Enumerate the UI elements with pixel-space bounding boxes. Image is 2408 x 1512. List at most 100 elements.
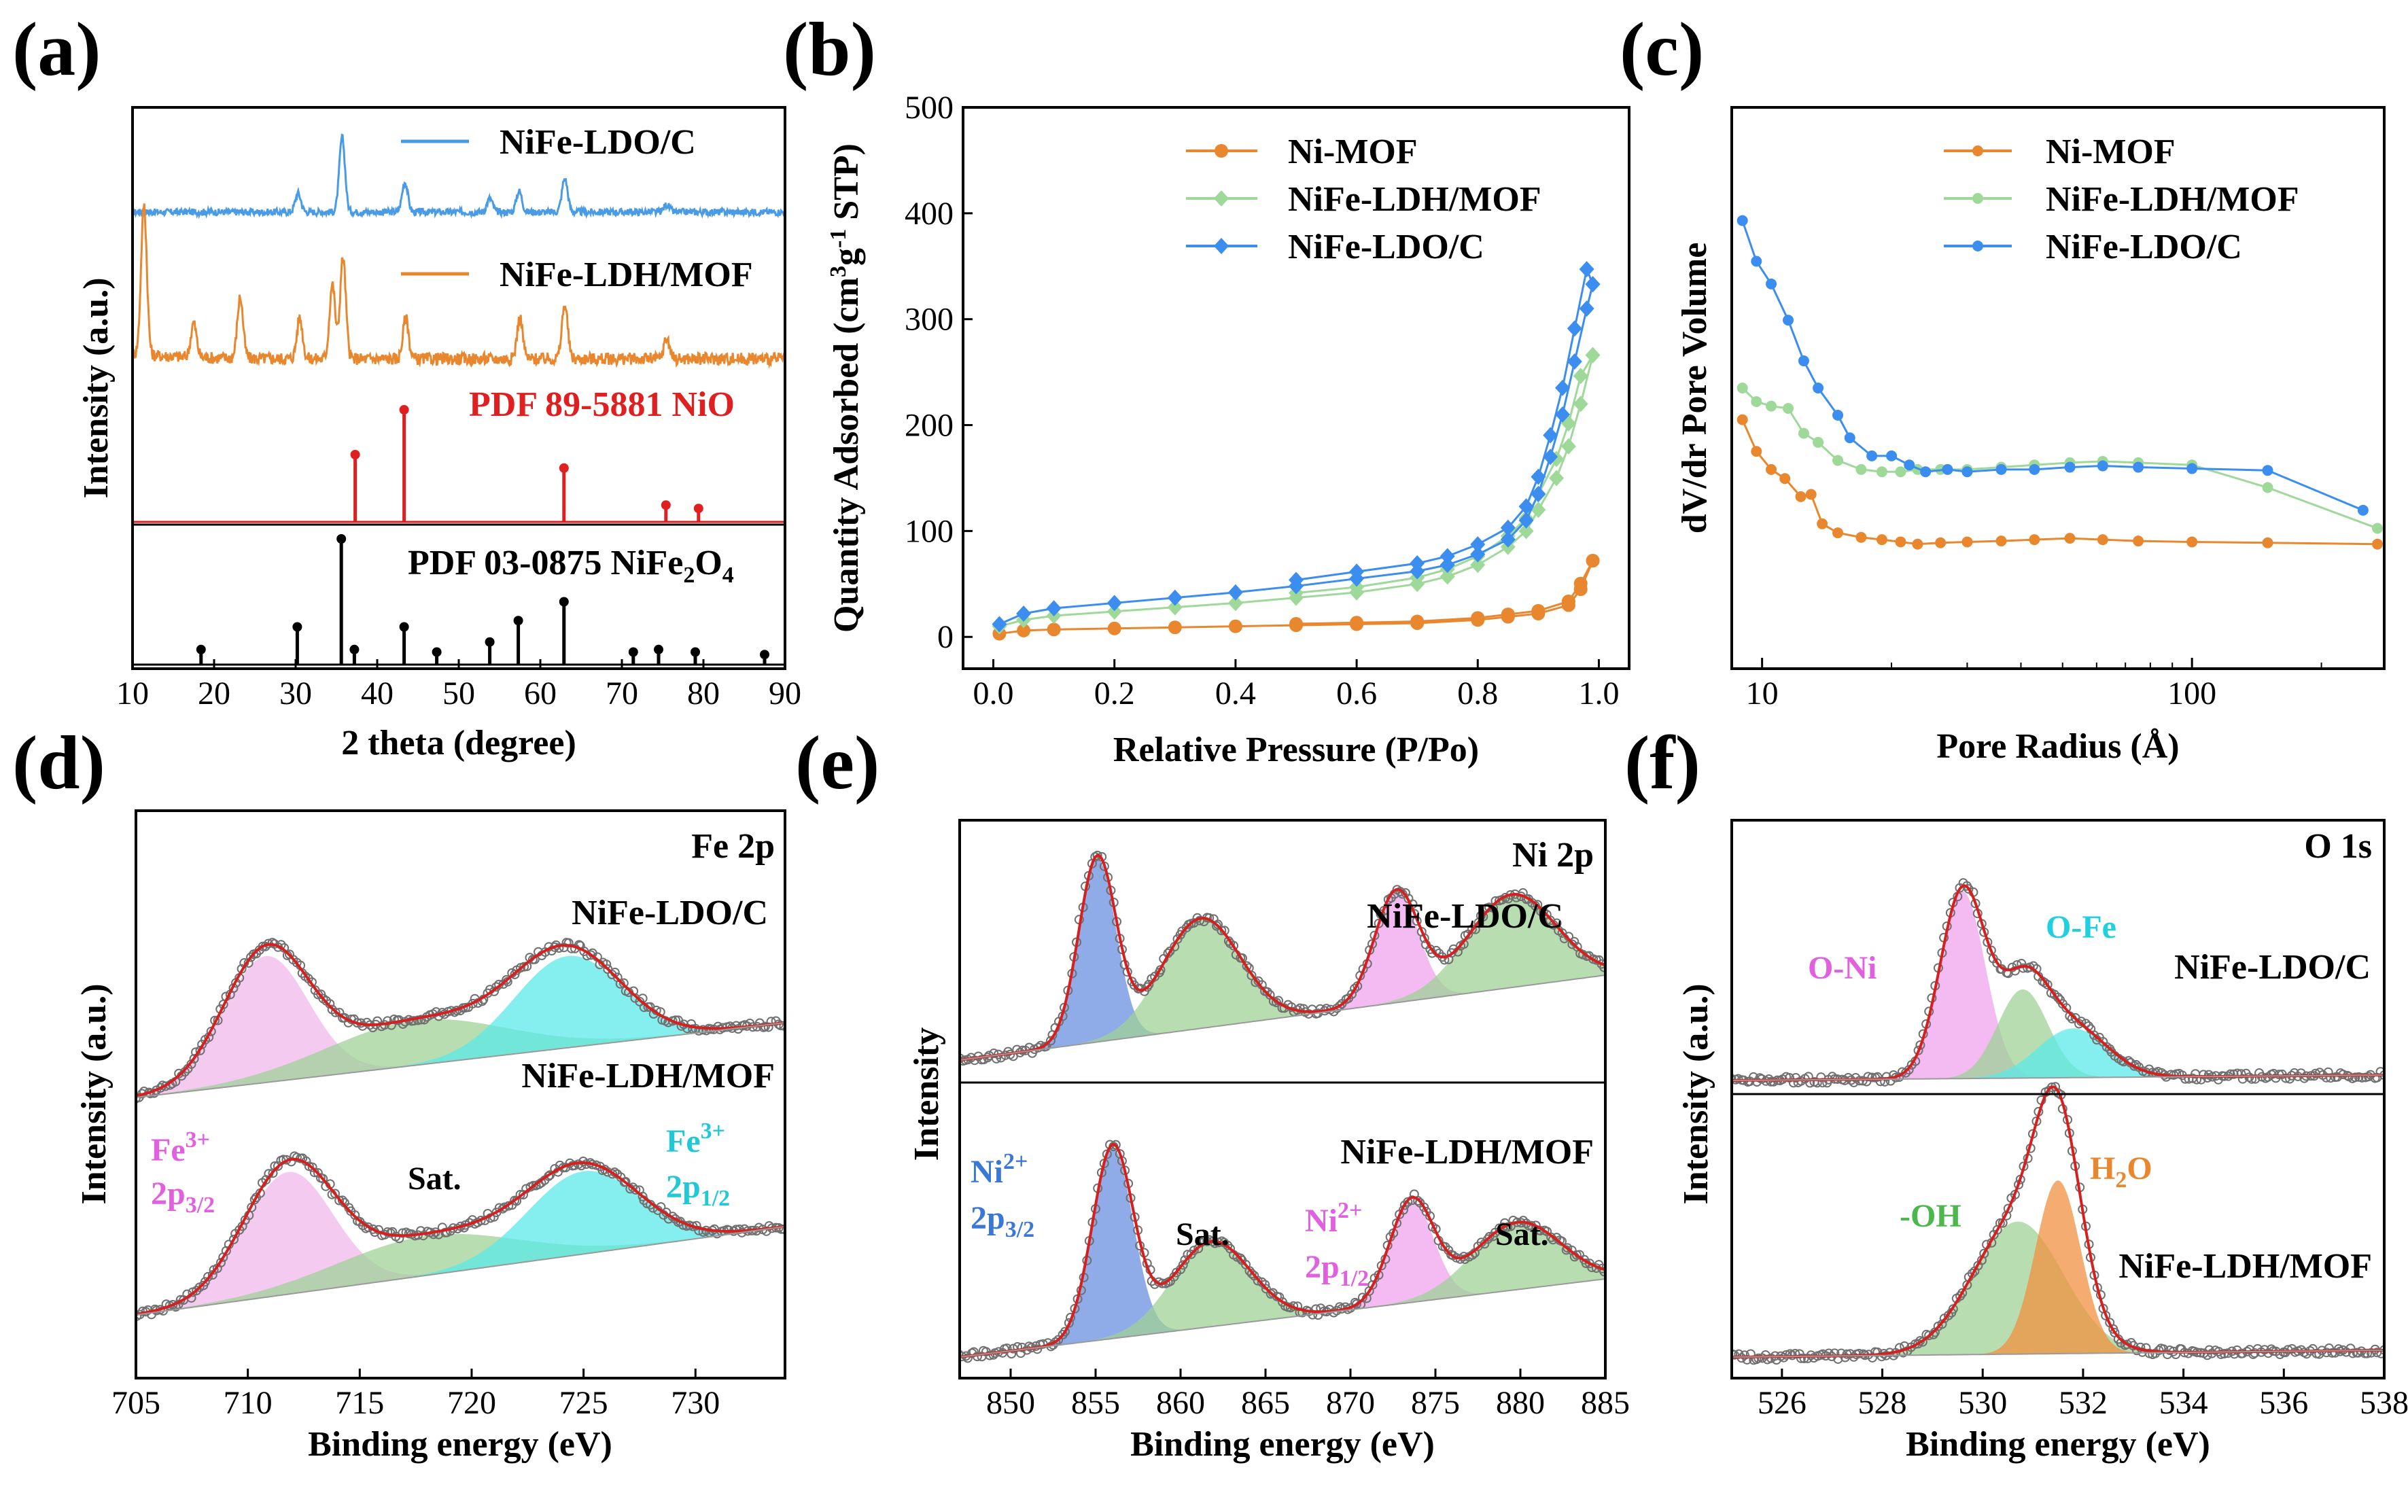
f-xtick-label-526: 526 (1758, 1385, 1807, 1421)
f-raw-0 (2350, 1072, 2360, 1083)
f-raw-0 (2299, 1073, 2309, 1083)
d-xtick-label-725: 725 (559, 1385, 608, 1421)
e-raw-1 (1403, 1197, 1413, 1207)
b-xtick-label-0.4: 0.4 (1215, 675, 1256, 711)
d-raw-0 (510, 969, 520, 979)
b-point-0-1 (1017, 623, 1031, 637)
c-point-1-7 (1855, 463, 1867, 475)
a-xtick-label-50: 50 (442, 675, 475, 711)
f-raw-0 (2321, 1072, 2331, 1083)
e-raw-0 (1262, 987, 1272, 997)
d-raw-1 (398, 1228, 408, 1238)
b-point-0-17 (1410, 614, 1425, 629)
f-raw-1 (1802, 1353, 1813, 1363)
c-point-2-3 (1783, 315, 1794, 326)
panel-d-xlabel: Binding energy (eV) (308, 1425, 612, 1464)
b-point-0-2 (1047, 622, 1061, 637)
d-peak-1-2 (136, 1171, 785, 1315)
f-raw-1 (2266, 1344, 2276, 1354)
b-point-2-13 (1531, 485, 1546, 502)
d-raw-0 (195, 1045, 205, 1055)
a-xtick-label-40: 40 (361, 675, 394, 711)
panel-d-spectrum-label-bottom: NiFe-LDH/MOF (521, 1057, 775, 1095)
f-raw-0 (1964, 884, 1974, 894)
b-ytick-label-300: 300 (905, 302, 954, 338)
e-raw-1 (1518, 1216, 1529, 1226)
c-point-1-8 (1876, 466, 1887, 478)
e-raw-0 (989, 1049, 999, 1059)
d-raw-0 (258, 941, 268, 951)
b-point-0-18 (1471, 611, 1485, 625)
panel-b-xlabel: Relative Pressure (P/Po) (1113, 731, 1479, 769)
b-series-desorb-1 (1295, 354, 1594, 595)
a-ref-0-dot-4 (693, 504, 703, 514)
d-raw-0 (386, 1020, 396, 1030)
c-point-2-11 (1920, 466, 1932, 478)
b-point-2-5 (1227, 584, 1243, 601)
c-point-2-2 (1766, 278, 1777, 289)
e-xtick-label-880: 880 (1496, 1385, 1545, 1421)
legend-label-ldh: NiFe-LDH/MOF (500, 256, 753, 294)
e-raw-1 (1180, 1255, 1190, 1265)
panel-c-xlabel: Pore Radius (Å) (1936, 727, 2179, 766)
b-point-2-23 (1470, 536, 1486, 553)
d-raw-1 (313, 1168, 323, 1178)
e-raw-0 (1478, 911, 1488, 921)
b-point-2-0 (992, 616, 1007, 633)
a-series-1 (133, 203, 785, 369)
b-point-2-21 (1410, 555, 1425, 572)
e-raw-0 (1092, 850, 1102, 860)
f-raw-0 (2042, 979, 2053, 989)
panel-a-legend: NiFe-LDO/C NiFe-LDH/MOF (401, 123, 753, 294)
f-raw-0 (2061, 1003, 2072, 1013)
anno-fe-2p32: Fe3+ (151, 1127, 210, 1168)
a-ref-1-dot-3 (349, 644, 360, 654)
f-raw-1 (2345, 1343, 2356, 1354)
c-point-1-0 (1737, 383, 1748, 393)
c-point-2-7 (1844, 432, 1855, 444)
e-background-0 (960, 974, 1605, 1061)
c-point-1-3 (1783, 402, 1794, 414)
f-raw-0 (1843, 1072, 1853, 1083)
b-point-2-10 (1470, 546, 1486, 563)
a-ref-1-dot-2 (336, 534, 347, 544)
a-ref-1-dot-9 (628, 647, 638, 657)
c-point-0-2 (1766, 463, 1777, 475)
c-point-2-15 (2029, 463, 2040, 475)
b-point-0-15 (1289, 617, 1303, 631)
e-raw-0 (1229, 940, 1239, 951)
f-raw-1 (2237, 1348, 2248, 1358)
e-raw-0 (1346, 989, 1357, 999)
f-peak-0-2 (1732, 1028, 2384, 1080)
panel-f-xlabel: Binding energy (eV) (1906, 1425, 2210, 1464)
c-legend-label-1: NiFe-LDH/MOF (2046, 180, 2299, 219)
e-xtick-label-875: 875 (1411, 1385, 1460, 1421)
e-xtick-label-865: 865 (1241, 1385, 1290, 1421)
panel-e-spectrum-label-top: NiFe-LDO/C (1367, 897, 1563, 936)
c-point-0-10 (1895, 536, 1906, 548)
e-xtick-label-870: 870 (1326, 1385, 1375, 1421)
c-point-1-5 (1813, 436, 1824, 448)
b-ytick-label-200: 200 (905, 408, 954, 444)
e-raw-1 (1017, 1342, 1027, 1352)
e-raw-1 (1008, 1343, 1018, 1354)
d-raw-1 (200, 1277, 210, 1287)
b-point-0-3 (1107, 621, 1121, 635)
d-raw-1 (307, 1162, 317, 1172)
panel-f-frame (1730, 819, 2386, 1379)
c-point-2-12 (1942, 463, 1953, 475)
a-xtick-label-10: 10 (116, 675, 149, 711)
b-point-0-23 (1586, 554, 1600, 568)
panel-d-ylabel: Intensity (a.u.) (75, 983, 114, 1204)
a-ref-0-dot-3 (661, 500, 671, 510)
panel-e-title: Ni 2p (1512, 836, 1594, 875)
e-raw-1 (1571, 1250, 1582, 1260)
e-raw-0 (1596, 959, 1605, 969)
f-raw-1 (1790, 1349, 1800, 1359)
d-background-1 (136, 1226, 785, 1316)
a-xtick-label-30: 30 (279, 675, 312, 711)
d-raw-0 (763, 1022, 773, 1032)
e-raw-1 (1060, 1326, 1070, 1337)
e-raw-1 (988, 1350, 998, 1360)
anno-fe-2p12: Fe3+ (666, 1119, 725, 1159)
